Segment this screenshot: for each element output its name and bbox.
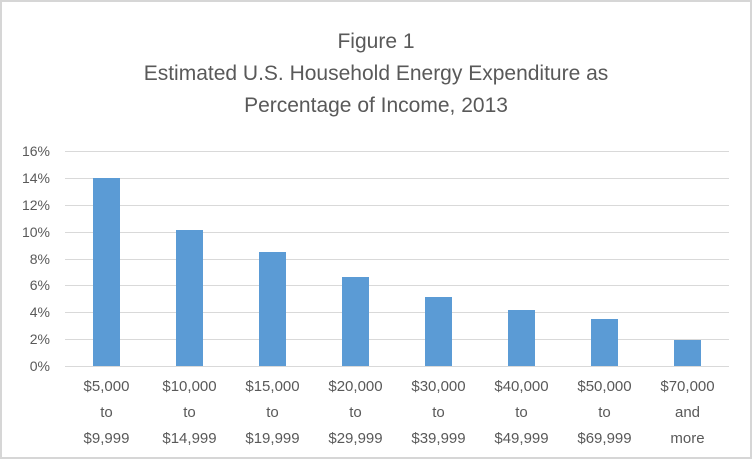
x-tick-line: to (349, 404, 362, 421)
gridline-8% (65, 259, 729, 260)
bar-6 (508, 310, 535, 366)
x-tick-line: $50,000 (577, 378, 632, 395)
x-tick-line: to (515, 404, 528, 421)
gridline-12% (65, 205, 729, 206)
x-tick-line: $19,999 (245, 430, 300, 447)
x-tick-line: $40,000 (494, 378, 549, 395)
bar-1 (93, 178, 120, 366)
chart-title: Figure 1 Estimated U.S. Household Energy… (2, 26, 750, 122)
bar-2 (176, 230, 203, 366)
x-tick-line: to (598, 404, 611, 421)
gridline-10% (65, 232, 729, 233)
x-tick-line: to (100, 404, 113, 421)
gridline-4% (65, 312, 729, 313)
x-tick-line: $9,999 (83, 430, 130, 447)
x-tick-line: to (266, 404, 279, 421)
x-tick-line: $39,999 (411, 430, 466, 447)
x-tick-line: $5,000 (83, 378, 130, 395)
chart-title-line-2: Estimated U.S. Household Energy Expendit… (143, 62, 609, 85)
gridline-16% (65, 151, 729, 152)
y-tick-label-16%: 16% (21, 143, 50, 159)
x-tick-line: $20,000 (328, 378, 383, 395)
x-tick-line: $69,999 (577, 430, 632, 447)
y-tick-label-8%: 8% (29, 251, 50, 267)
x-tick-label-5: $30,000 to $39,999 (397, 374, 480, 452)
x-tick-label-3: $15,000 to $19,999 (231, 374, 314, 452)
x-tick-label-1: $5,000 to $9,999 (65, 374, 148, 452)
bar-5 (425, 297, 452, 366)
x-tick-label-2: $10,000 to $14,999 (148, 374, 231, 452)
bar-4 (342, 277, 369, 366)
x-tick-label-8: $70,000 and more (646, 374, 729, 452)
y-tick-label-12%: 12% (21, 197, 50, 213)
bar-7 (591, 319, 618, 366)
gridline-6% (65, 285, 729, 286)
gridline-2% (65, 339, 729, 340)
bar-3 (259, 252, 286, 366)
y-tick-label-6%: 6% (29, 277, 50, 293)
x-tick-label-4: $20,000 to $29,999 (314, 374, 397, 452)
chart-title-line-1: Figure 1 (337, 30, 415, 53)
x-tick-line: $10,000 (162, 378, 217, 395)
x-tick-line: $14,999 (162, 430, 217, 447)
x-tick-line: $15,000 (245, 378, 300, 395)
x-tick-line: $49,999 (494, 430, 549, 447)
x-tick-label-6: $40,000 to $49,999 (480, 374, 563, 452)
x-tick-line: $29,999 (328, 430, 383, 447)
chart-title-line-3: Percentage of Income, 2013 (244, 94, 508, 117)
y-tick-label-2%: 2% (29, 331, 50, 347)
y-tick-label-10%: 10% (21, 224, 50, 240)
x-tick-line: and (674, 404, 701, 421)
gridline-0% (65, 366, 729, 367)
bar-8 (674, 340, 701, 366)
x-tick-line: $30,000 (411, 378, 466, 395)
x-tick-line: to (432, 404, 445, 421)
y-tick-label-14%: 14% (21, 170, 50, 186)
y-tick-label-4%: 4% (29, 304, 50, 320)
x-tick-line: more (670, 430, 705, 447)
x-tick-label-7: $50,000 to $69,999 (563, 374, 646, 452)
y-tick-label-0%: 0% (29, 358, 50, 374)
gridline-14% (65, 178, 729, 179)
x-tick-line: to (183, 404, 196, 421)
x-tick-line: $70,000 (660, 378, 715, 395)
